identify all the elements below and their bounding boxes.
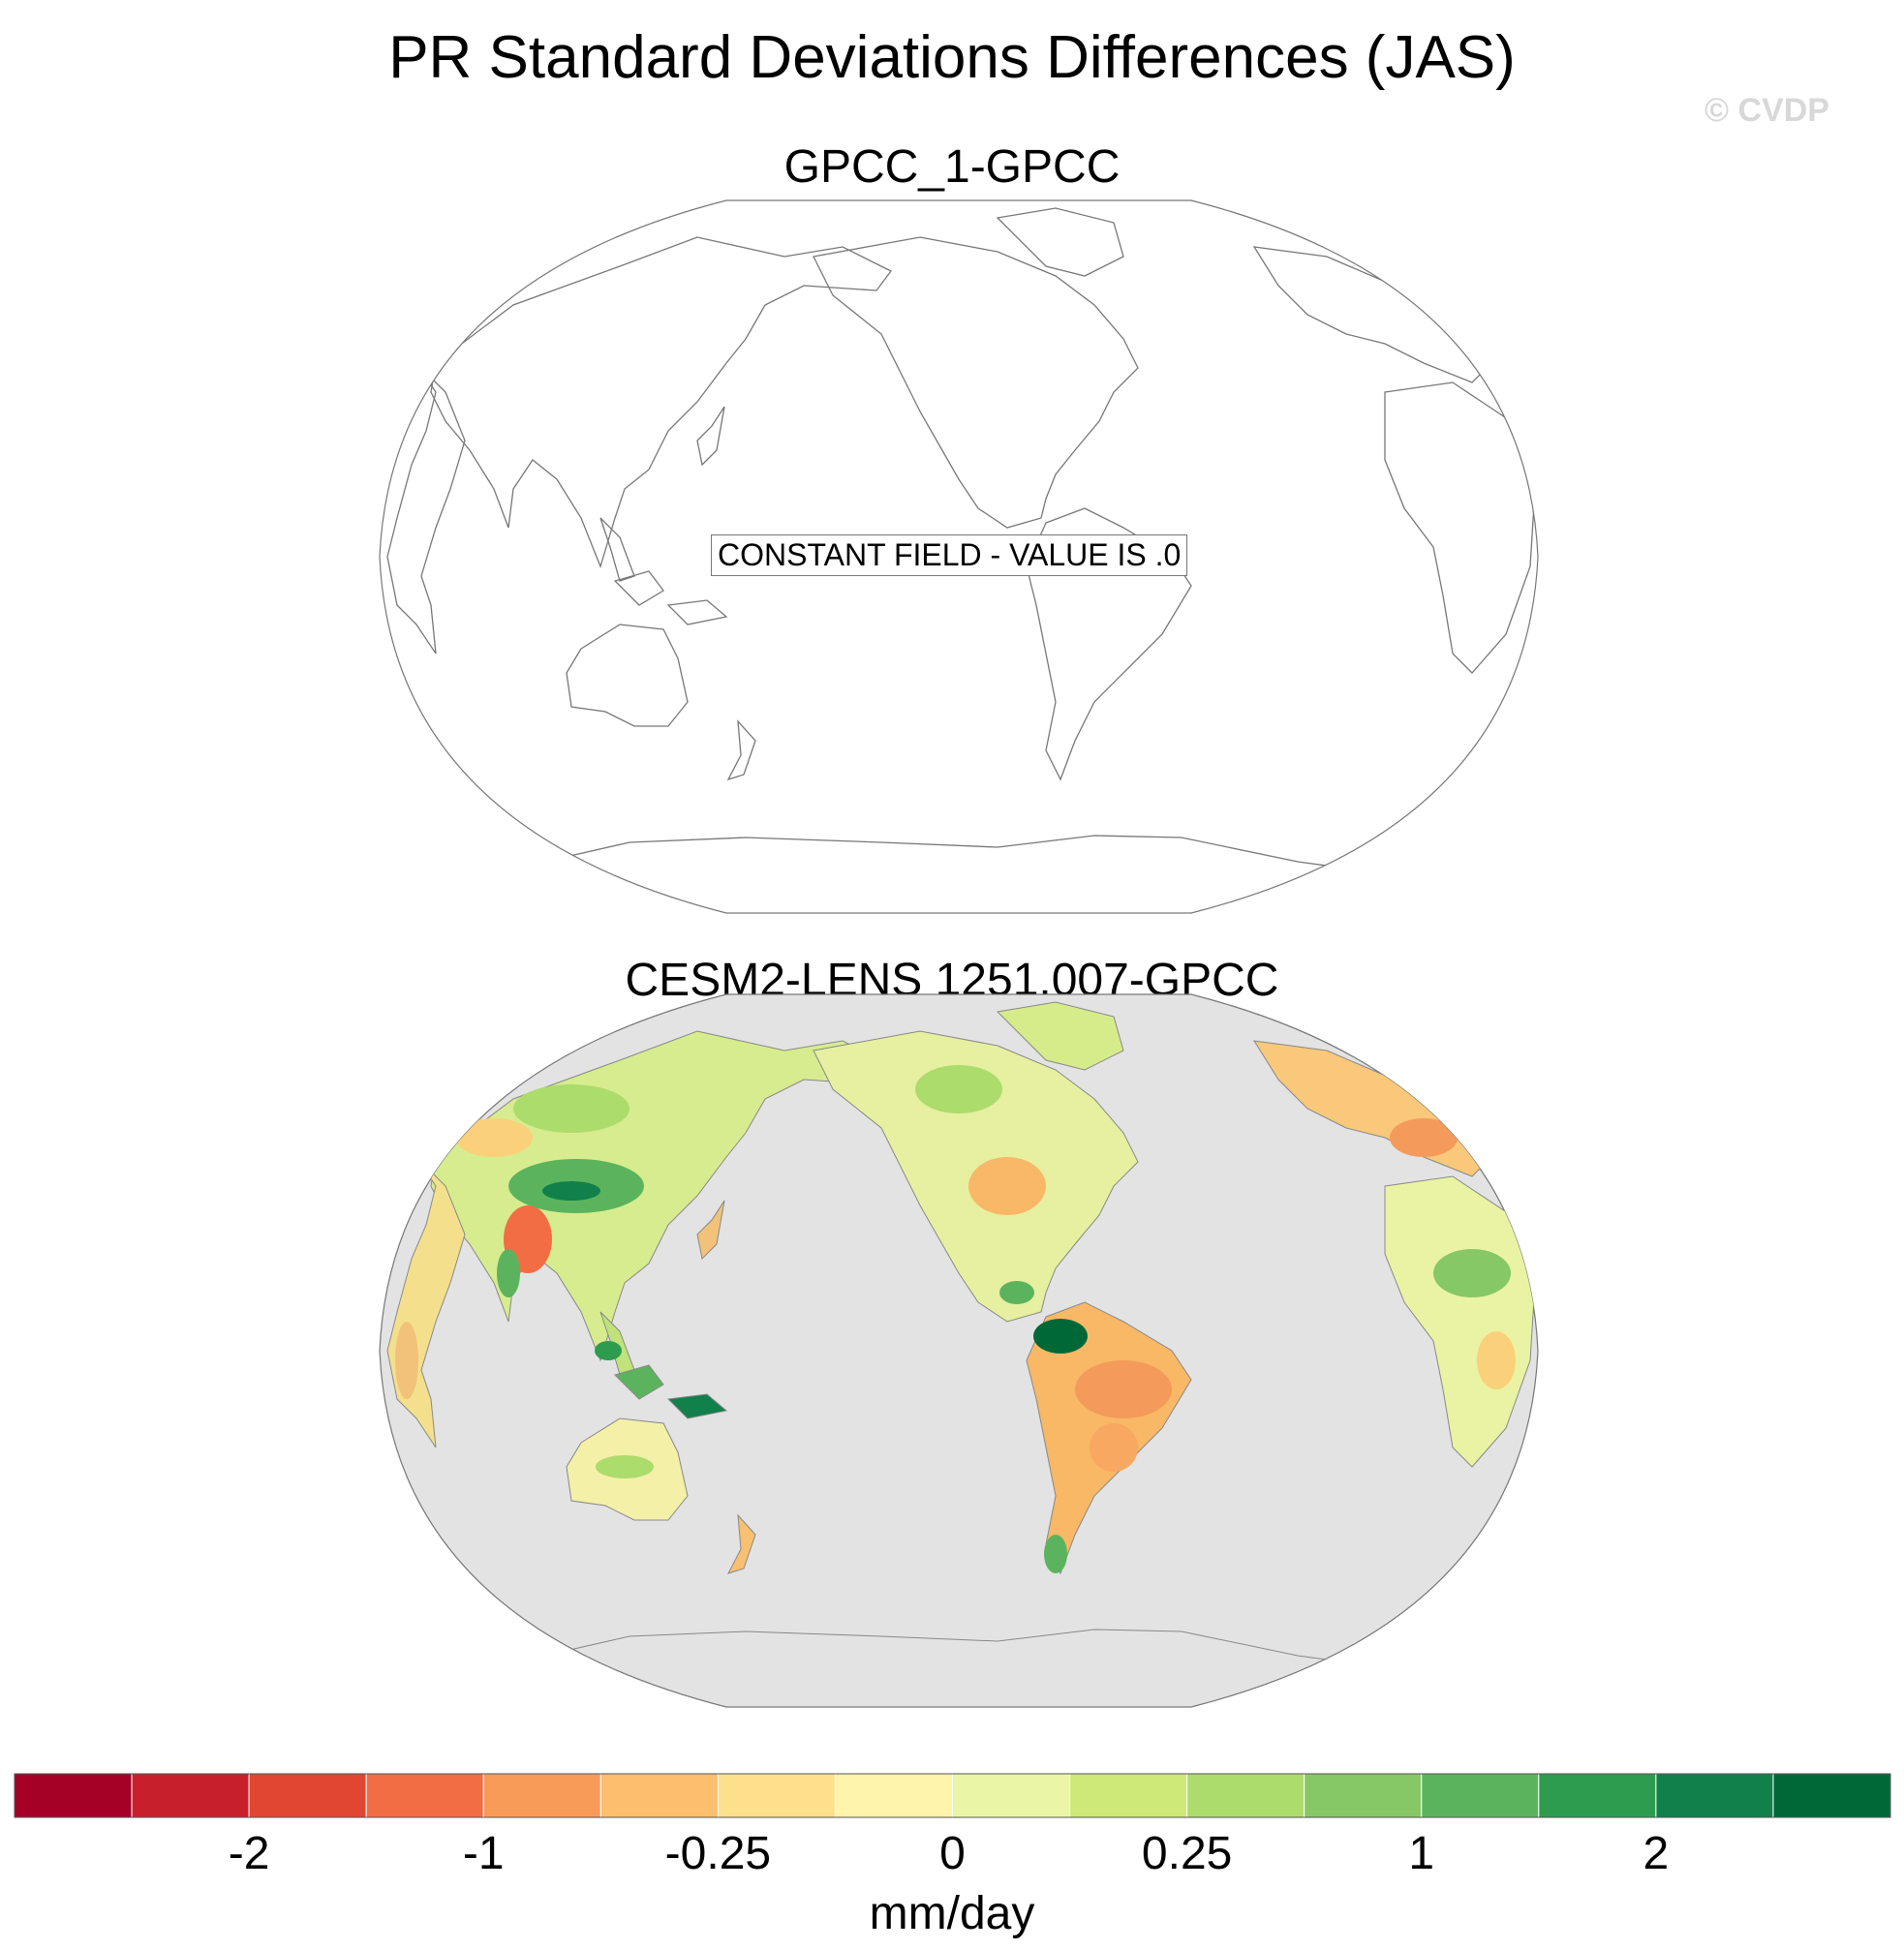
map-1-coast-greenland xyxy=(996,207,1124,277)
colorbar-tick-label: 0.25 xyxy=(1142,1828,1232,1879)
colorbar-tick-label: 0 xyxy=(939,1828,966,1879)
colorbar-box xyxy=(599,1773,719,1818)
colorbar: -2 -1 -0.25 0 0.25 1 2 mm/day xyxy=(14,1773,1891,1939)
colorbar-tick-label: 2 xyxy=(1643,1828,1670,1879)
map-2-coast-antarctica xyxy=(522,1629,1405,1671)
patch-sumatra xyxy=(595,1341,622,1360)
map-1-coast-japan xyxy=(696,406,725,467)
watermark: © CVDP xyxy=(1704,92,1829,129)
colorbar-box xyxy=(248,1773,367,1818)
colorbar-tick-label: -0.25 xyxy=(665,1828,771,1879)
colorbar-units: mm/day xyxy=(870,1888,1035,1939)
patch-siberia xyxy=(513,1084,630,1133)
colorbar-box xyxy=(834,1773,953,1818)
patch-west-africa xyxy=(395,1322,418,1399)
colorbar-box xyxy=(952,1773,1071,1818)
patch-amazon xyxy=(1075,1360,1172,1418)
colorbar-box xyxy=(1655,1773,1774,1818)
map-1-coast-newguinea xyxy=(666,599,728,625)
patch-patagonia xyxy=(1044,1535,1067,1573)
map-1-coast-asia xyxy=(430,236,892,568)
map-2-land-newguinea xyxy=(666,1393,728,1419)
map-1-coast-seasia xyxy=(599,517,635,582)
patch-east-africa xyxy=(1477,1331,1516,1389)
panel-1-title: GPCC_1-GPCC xyxy=(783,141,1121,193)
patch-india-west xyxy=(497,1249,520,1297)
colorbar-tick-label: -1 xyxy=(463,1828,505,1879)
patch-central-asia xyxy=(455,1118,533,1157)
colorbar-box xyxy=(1186,1773,1305,1818)
map-2-land-greenland xyxy=(996,1001,1124,1071)
patch-australia xyxy=(596,1455,654,1478)
patch-colombia xyxy=(1033,1319,1088,1354)
patch-brazil xyxy=(1090,1423,1138,1472)
map-2-land-borneo xyxy=(614,1364,664,1400)
map-2-land-japan xyxy=(696,1200,725,1261)
colorbar-box xyxy=(131,1773,250,1818)
map-1-coast-namerica xyxy=(813,236,1139,529)
colorbar-tick-label: -2 xyxy=(229,1828,270,1879)
colorbar-box xyxy=(1538,1773,1657,1818)
patch-central-america xyxy=(999,1281,1034,1304)
colorbar-frame xyxy=(14,1773,1891,1818)
patch-sahel xyxy=(1433,1249,1511,1297)
map-1-coast-nz xyxy=(726,719,756,781)
colorbar-tick-label: 1 xyxy=(1408,1828,1434,1879)
colorbar-box xyxy=(1304,1773,1423,1818)
map-1-coast-borneo xyxy=(613,570,664,606)
colorbar-box xyxy=(1421,1773,1540,1818)
patch-canada xyxy=(915,1065,1002,1113)
map-panel-2 xyxy=(379,993,1539,1708)
chart-title: PR Standard Deviations Differences (JAS) xyxy=(388,24,1516,91)
map-1-coast-antarctica xyxy=(522,835,1405,877)
colorbar-box xyxy=(365,1773,484,1818)
map-1-coast-australia xyxy=(566,624,689,727)
colorbar-box xyxy=(1772,1773,1891,1818)
patch-europe-south xyxy=(1390,1118,1458,1157)
map-1-coast-africa-west xyxy=(386,362,466,655)
map-2-land-nz xyxy=(727,1513,756,1574)
colorbar-box xyxy=(717,1773,836,1818)
colorbar-box xyxy=(1069,1773,1188,1818)
patch-us xyxy=(968,1157,1046,1215)
colorbar-box xyxy=(482,1773,601,1818)
constant-field-annotation: CONSTANT FIELD - VALUE IS .0 xyxy=(711,534,1188,576)
colorbar-box xyxy=(14,1773,133,1818)
patch-tibet-core xyxy=(542,1181,600,1201)
